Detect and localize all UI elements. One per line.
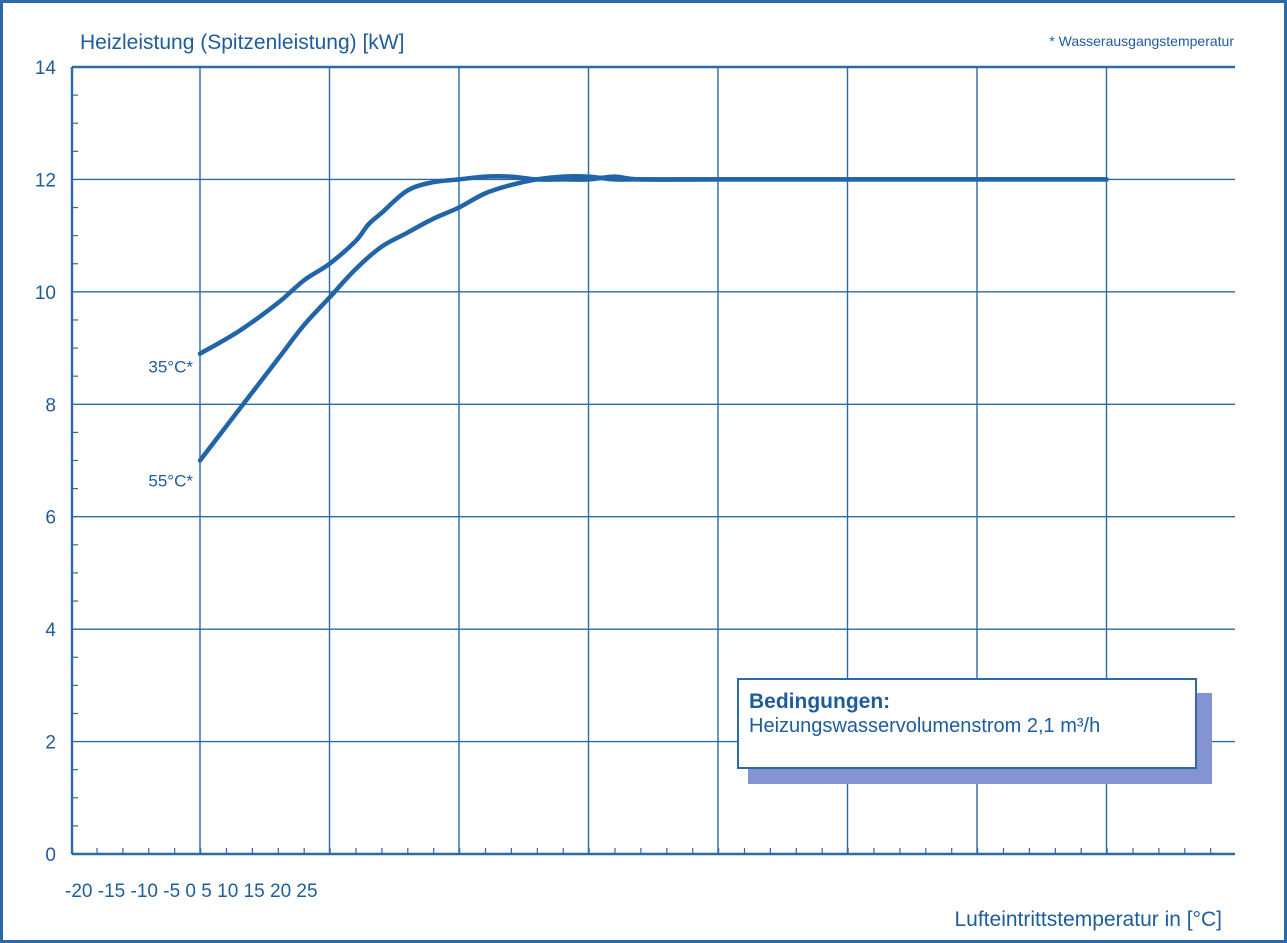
y-tick-label: 12 bbox=[35, 170, 56, 191]
x-tick-label: 5 bbox=[196, 881, 212, 902]
x-tick-label: 20 bbox=[265, 881, 291, 902]
y-tick-label: 10 bbox=[35, 283, 56, 304]
x-tick-label: 0 bbox=[180, 881, 196, 902]
tick-layer: 0 2 4 6 8 10 12 14 -20 -15 -10 -5 0 5 10 15 20 2… bbox=[35, 58, 1212, 902]
x-tick-label: -5 bbox=[158, 881, 180, 902]
y-tick-label: 6 bbox=[45, 508, 56, 529]
curves-layer: 35°C* 55°C* bbox=[148, 173, 1109, 491]
conditions-text: Heizungswasservolumenstrom 2,1 m³/h bbox=[749, 715, 1101, 737]
y-tick-label: 14 bbox=[35, 58, 57, 79]
conditions-title: Bedingungen: bbox=[749, 690, 891, 713]
y-tick-label: 4 bbox=[45, 620, 56, 641]
chart-title: Heizleistung (Spitzenleistung) [kW] bbox=[80, 31, 404, 54]
x-tick-label: -15 bbox=[92, 881, 125, 902]
y-tick-label: 2 bbox=[45, 733, 56, 754]
x-tick-label: -20 bbox=[65, 881, 92, 902]
chart-note: * Wasserausgangstemperatur bbox=[1049, 33, 1234, 49]
x-tick-label: -10 bbox=[125, 881, 158, 902]
series-line bbox=[197, 173, 1109, 356]
x-tick-label: 10 bbox=[212, 881, 238, 902]
series-label: 35°C* bbox=[148, 358, 193, 377]
y-tick-label: 8 bbox=[45, 395, 56, 416]
series-line bbox=[197, 173, 1109, 463]
x-tick-label: 25 bbox=[291, 881, 317, 902]
x-tick-label: 15 bbox=[238, 881, 264, 902]
x-tick-labels: -20 -15 -10 -5 0 5 10 15 20 25 bbox=[65, 881, 318, 902]
y-tick-label: 0 bbox=[45, 845, 56, 866]
series-label: 55°C* bbox=[148, 472, 193, 491]
conditions-box: Bedingungen: Heizungswasservolumenstrom … bbox=[737, 678, 1197, 769]
labels-layer: Heizleistung (Spitzenleistung) [kW] * Wa… bbox=[80, 31, 1234, 931]
x-axis-label: Lufteintrittstemperatur in [°C] bbox=[954, 908, 1222, 931]
